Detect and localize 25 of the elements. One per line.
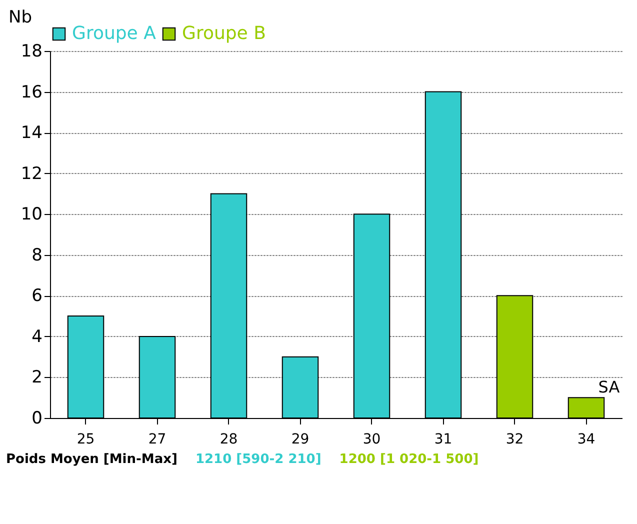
y-tick-label: 16 bbox=[20, 82, 42, 102]
annotation: SA bbox=[598, 378, 620, 397]
x-tick-label: 27 bbox=[148, 432, 166, 448]
legend-label: Groupe B bbox=[182, 23, 266, 44]
y-tick-label: 4 bbox=[32, 326, 42, 347]
text: 1210 [590-2 210] bbox=[195, 452, 322, 467]
y-axis-title: Nb bbox=[8, 8, 32, 28]
text: Poids Moyen [Min-Max] bbox=[6, 452, 178, 467]
y-tick-label: 10 bbox=[20, 204, 42, 225]
x-tick-label: 34 bbox=[577, 432, 596, 448]
legend-label: Groupe A bbox=[72, 23, 157, 44]
x-tick-label: 29 bbox=[291, 432, 310, 448]
x-tick-label: 32 bbox=[506, 432, 524, 448]
y-tick-label: 12 bbox=[20, 164, 42, 184]
x-tick-label: 30 bbox=[362, 432, 381, 448]
x-tick-label: 25 bbox=[76, 432, 95, 448]
text: 1200 [1 020-1 500] bbox=[339, 452, 479, 467]
x-tick-label: 31 bbox=[434, 432, 452, 448]
y-tick-label: 18 bbox=[20, 42, 42, 62]
y-tick-label: 0 bbox=[32, 408, 42, 428]
y-tick-label: 6 bbox=[32, 286, 42, 306]
y-tick-label: 2 bbox=[32, 368, 42, 388]
y-tick-label: 14 bbox=[20, 123, 42, 144]
x-tick-label: 28 bbox=[220, 432, 238, 448]
y-tick-label: 8 bbox=[32, 245, 42, 266]
